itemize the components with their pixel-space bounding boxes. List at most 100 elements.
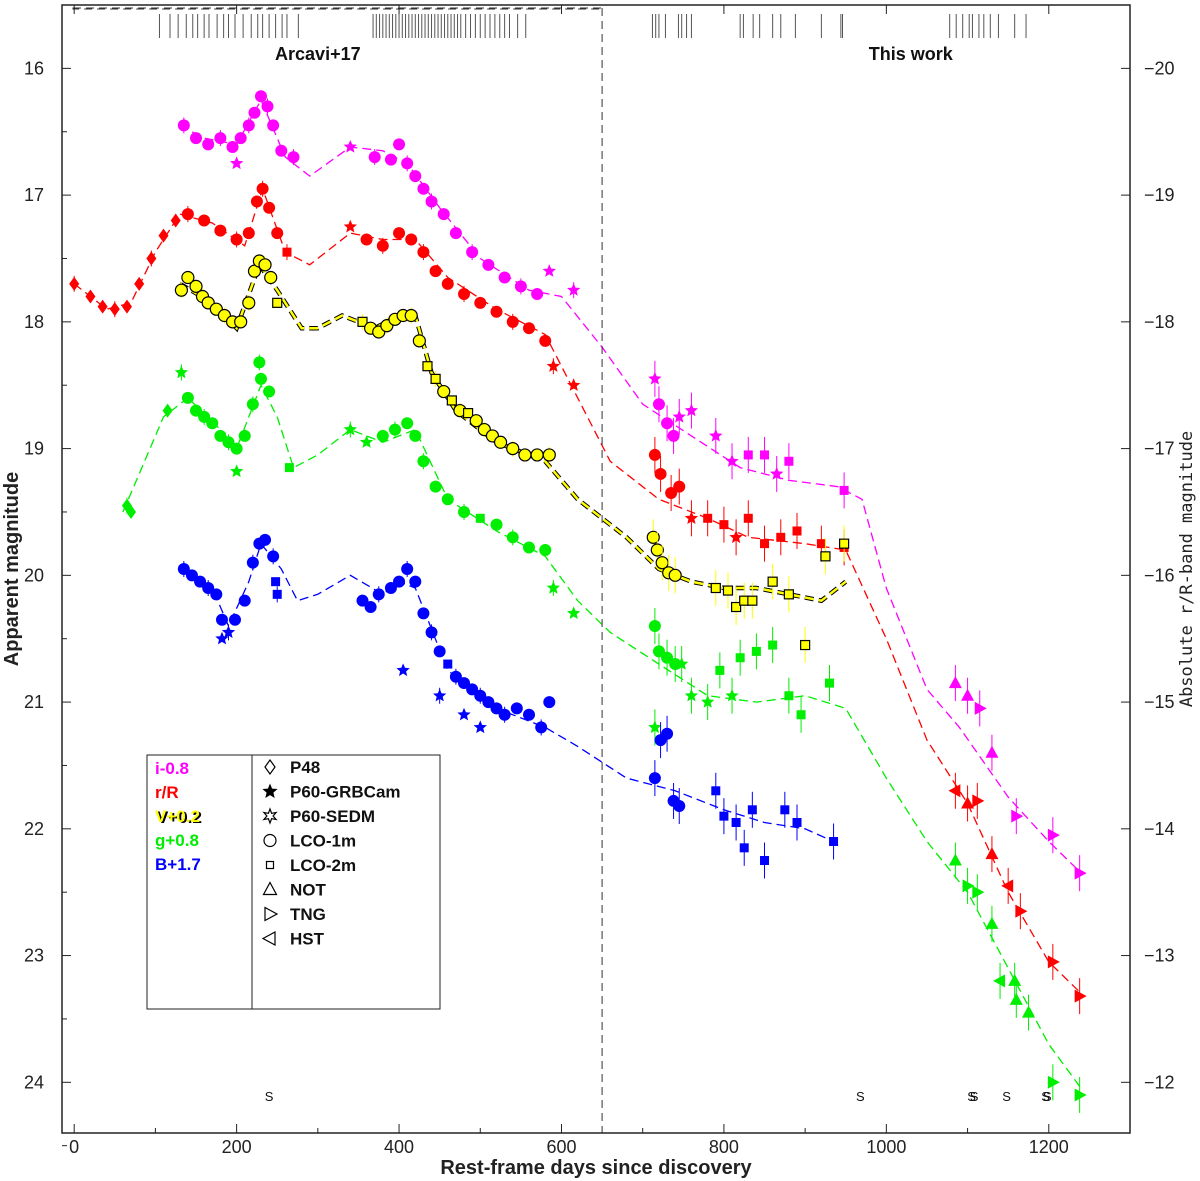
- data-point-3-58: [1021, 1005, 1035, 1018]
- y-tick-label-4: 20: [24, 565, 44, 585]
- data-point-1-45: [776, 532, 786, 542]
- x-tick-label-6: 1200: [1029, 1137, 1069, 1157]
- data-point-4-36: [535, 721, 548, 734]
- data-point-3-21: [388, 423, 401, 436]
- legend-instrument-5: NOT: [290, 881, 327, 900]
- data-point-0-26: [498, 271, 511, 284]
- data-point-2-13: [264, 270, 278, 285]
- data-point-1-0: [69, 276, 80, 291]
- data-point-4-12: [267, 550, 280, 563]
- data-point-0-16: [384, 153, 397, 166]
- data-point-4-38: [396, 663, 410, 677]
- data-point-1-14: [250, 195, 263, 208]
- legend: i-0.8r/RV+0.2V+0.2g+0.8B+1.7P48P60-GRBCa…: [146, 754, 441, 1010]
- data-point-1-13: [242, 227, 255, 240]
- data-point-0-15: [368, 151, 381, 164]
- data-point-2-1: [181, 270, 195, 285]
- data-point-0-42: [784, 456, 794, 466]
- data-point-1-10: [198, 214, 211, 227]
- data-point-4-53: [780, 805, 790, 815]
- data-point-4-15: [272, 589, 282, 599]
- data-point-4-23: [417, 607, 430, 620]
- curve-0: [179, 98, 1082, 874]
- data-point-2-47: [767, 576, 778, 587]
- data-point-0-12: [287, 151, 300, 164]
- legend-box: [146, 754, 441, 1010]
- data-point-0-22: [437, 208, 450, 221]
- data-point-2-33: [506, 441, 520, 456]
- data-point-2-36: [542, 448, 556, 462]
- data-point-2-51: [839, 538, 850, 549]
- data-point-3-9: [222, 436, 235, 449]
- data-point-1-5: [134, 276, 145, 291]
- data-point-0-39: [743, 450, 753, 460]
- data-point-3-22: [401, 417, 414, 430]
- data-point-1-24: [417, 246, 430, 259]
- legend-symbol-1: [262, 783, 278, 798]
- x-tick-label-0: 0: [69, 1137, 79, 1157]
- data-point-2-50: [820, 551, 831, 562]
- data-point-1-7: [158, 228, 169, 243]
- data-point-4-16: [356, 594, 369, 607]
- data-point-4-24: [425, 626, 438, 639]
- data-point-4-47: [711, 786, 721, 796]
- data-point-1-52: [985, 847, 999, 860]
- data-point-2-42: [710, 582, 721, 594]
- data-point-2-46: [747, 595, 758, 606]
- data-point-3-14: [263, 385, 276, 398]
- data-point-3-51: [948, 853, 962, 866]
- data-point-3-36: [652, 645, 665, 658]
- data-point-1-33: [546, 359, 560, 372]
- data-point-2-38: [650, 543, 664, 557]
- data-point-1-36: [654, 467, 667, 480]
- s-mark-4: S: [1002, 1089, 1011, 1104]
- data-point-4-40: [457, 707, 471, 721]
- region-label-this-work: This work: [869, 44, 954, 64]
- data-point-0-7: [248, 106, 261, 119]
- data-point-3-54: [985, 916, 999, 929]
- data-point-1-50: [961, 796, 975, 809]
- data-point-4-5: [215, 613, 228, 626]
- data-point-3-16: [230, 464, 244, 478]
- data-point-0-1: [190, 132, 203, 145]
- legend-band-4: B+1.7: [155, 855, 201, 874]
- data-point-4-34: [510, 702, 523, 715]
- data-point-0-29: [542, 264, 556, 277]
- legend-symbol-6: [264, 906, 279, 922]
- data-point-1-1: [85, 289, 96, 304]
- data-point-1-16: [263, 201, 276, 214]
- data-point-4-14: [271, 577, 281, 587]
- data-point-0-50: [1074, 866, 1087, 880]
- data-point-4-33: [498, 708, 511, 721]
- legend-band-0: i-0.8: [155, 759, 189, 778]
- data-point-4-20: [393, 575, 406, 588]
- data-point-2-29: [469, 414, 483, 428]
- data-point-3-23: [409, 429, 422, 442]
- y-tick-label-1: 17: [24, 185, 44, 205]
- data-point-3-46: [768, 640, 778, 650]
- data-point-2-8: [234, 315, 248, 329]
- data-point-2-9: [242, 296, 256, 310]
- data-point-4-21: [401, 563, 414, 575]
- data-point-1-15: [256, 182, 269, 195]
- region-label-arcavi: Arcavi+17: [275, 44, 361, 64]
- y-tick-label-6: 22: [24, 819, 44, 839]
- data-point-4-52: [760, 856, 770, 866]
- data-point-1-55: [1047, 955, 1060, 969]
- data-point-0-31: [648, 371, 662, 385]
- data-point-3-35: [648, 620, 661, 633]
- data-point-4-3: [202, 582, 215, 595]
- data-point-4-0: [177, 563, 190, 575]
- data-point-2-21: [404, 308, 418, 323]
- data-point-4-48: [719, 811, 729, 821]
- data-point-1-21: [376, 239, 389, 252]
- data-point-2-14: [272, 297, 283, 308]
- spectra-epoch-ticks: [158, 14, 1027, 38]
- data-point-4-18: [372, 588, 385, 601]
- data-point-0-18: [401, 157, 414, 170]
- data-point-2-44: [730, 601, 742, 613]
- data-point-1-9: [181, 208, 194, 221]
- data-point-0-5: [234, 132, 247, 145]
- y-axis-title: Apparent magnitude: [1, 472, 23, 666]
